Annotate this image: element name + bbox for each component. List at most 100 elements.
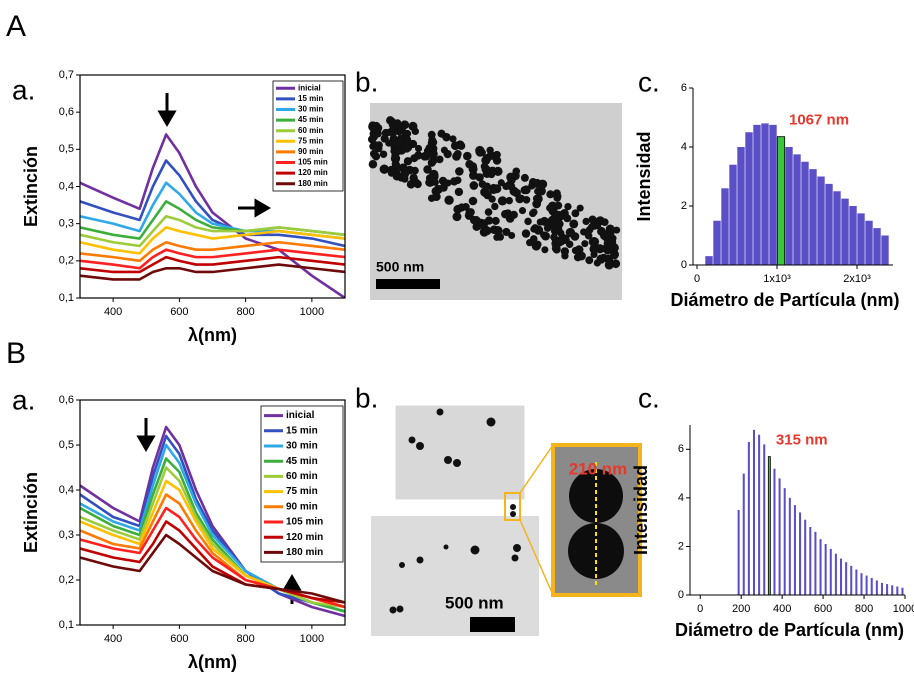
panel-label: c. — [638, 382, 660, 413]
y-tick-label: 0,1 — [59, 292, 74, 304]
series-line — [80, 226, 345, 255]
y-tick-label: 0,5 — [59, 439, 74, 451]
x-tick-label: 400 — [773, 603, 791, 615]
bar — [817, 176, 825, 265]
legend-label: 180 min — [298, 179, 328, 188]
scale-bar-label: 500 nm — [445, 593, 504, 612]
legend-label: 45 min — [286, 456, 318, 467]
panel-label: c. — [638, 66, 660, 97]
y-tick-label: 0 — [678, 589, 684, 601]
bar — [793, 505, 796, 595]
tem-image — [370, 103, 622, 300]
x-tick-label: 600 — [170, 306, 188, 318]
bar — [747, 442, 750, 595]
bar — [745, 132, 753, 265]
series-line — [80, 214, 345, 248]
bar — [778, 478, 781, 595]
bar — [721, 188, 729, 265]
bar — [737, 147, 745, 265]
bar — [875, 580, 878, 595]
bar — [799, 512, 802, 595]
legend-label: 60 min — [286, 471, 318, 482]
y-tick-label: 0,1 — [59, 619, 74, 631]
y-tick-label: 0,6 — [59, 394, 74, 406]
particle — [568, 523, 624, 579]
y-axis-label: Extinción — [21, 146, 41, 227]
highlight-bar — [776, 136, 786, 266]
x-tick-label: 400 — [104, 633, 122, 645]
bar — [793, 154, 801, 265]
particles — [389, 408, 521, 614]
x-tick-label: 1000 — [300, 306, 324, 318]
tem-image — [394, 404, 526, 501]
bar — [896, 586, 899, 595]
y-axis-label: Intensidad — [631, 465, 651, 555]
panel-label: a. — [12, 384, 35, 415]
x-tick-label: 200 — [732, 603, 750, 615]
bar — [825, 183, 833, 265]
bar — [841, 198, 849, 265]
tem-image — [369, 514, 541, 638]
legend-label: 90 min — [286, 501, 318, 512]
bar — [785, 147, 793, 265]
legend-label: 30 min — [298, 105, 323, 114]
series-line — [80, 434, 345, 613]
bar — [891, 585, 894, 595]
x-axis-label: λ(nm) — [188, 652, 237, 672]
highlight-label: 315 nm — [776, 432, 828, 449]
bar — [849, 206, 857, 265]
legend-label: 120 min — [286, 532, 323, 543]
bar — [742, 473, 745, 595]
bar — [763, 444, 766, 595]
y-tick-label: 0,3 — [59, 529, 74, 541]
legend-label: 75 min — [298, 136, 323, 145]
particle — [569, 469, 623, 523]
bar — [809, 169, 817, 265]
bar — [850, 565, 853, 595]
panel-label: B — [6, 337, 26, 370]
bar — [881, 235, 889, 265]
y-tick-label: 0,4 — [59, 484, 74, 496]
inset-label: 210 nm — [569, 459, 628, 478]
y-tick-label: 0,2 — [59, 255, 74, 267]
x-axis-label: λ(nm) — [188, 325, 237, 345]
y-tick-label: 0,7 — [59, 69, 74, 81]
series-line — [80, 240, 345, 263]
bar — [769, 124, 777, 265]
zoom-box — [504, 492, 521, 521]
plot-frame — [79, 399, 346, 626]
x-tick-label: 0 — [694, 273, 700, 285]
x-tick-label: 800 — [236, 306, 254, 318]
bar — [758, 434, 761, 595]
y-axis-label: Intensidad — [634, 131, 654, 221]
y-tick-label: 0,6 — [59, 106, 74, 118]
y-tick-label: 4 — [681, 141, 687, 153]
bar — [729, 164, 737, 265]
y-tick-label: 2 — [678, 540, 684, 552]
highlight-label: 1067 nm — [789, 112, 849, 129]
bar — [873, 228, 881, 265]
x-tick-label: 600 — [170, 633, 188, 645]
bar — [901, 587, 904, 595]
bar — [857, 213, 865, 265]
y-tick-label: 0,4 — [59, 180, 74, 192]
bar — [845, 562, 848, 595]
y-tick-label: 6 — [678, 443, 684, 455]
series-line — [80, 533, 345, 604]
bar — [833, 191, 841, 265]
panel-label: a. — [12, 74, 35, 105]
bar — [783, 488, 786, 595]
x-tick-label: 0 — [697, 603, 703, 615]
y-tick-label: 0,3 — [59, 218, 74, 230]
x-tick-label: 400 — [104, 306, 122, 318]
bar — [839, 558, 843, 595]
y-tick-label: 0,2 — [59, 574, 74, 586]
bar — [819, 539, 822, 595]
x-tick-label: 600 — [814, 603, 832, 615]
x-tick-label: 1000 — [300, 633, 324, 645]
particles — [367, 116, 621, 270]
bar — [753, 124, 761, 265]
legend-label: 90 min — [298, 147, 323, 156]
bar — [761, 123, 769, 266]
bar — [824, 544, 827, 595]
